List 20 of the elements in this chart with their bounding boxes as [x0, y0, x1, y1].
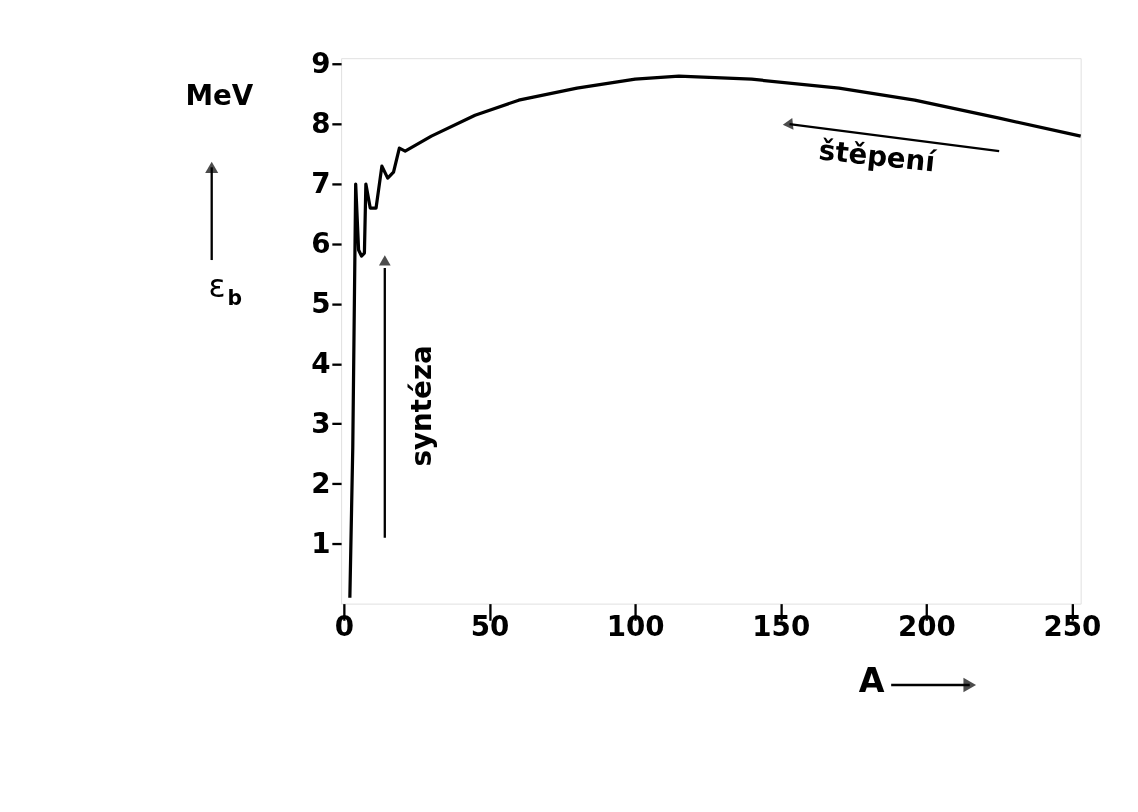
y-tick-label: 3 — [311, 406, 331, 440]
x-tick-label: 100 — [606, 609, 665, 643]
y-tick-label: 5 — [311, 286, 331, 320]
y-tick-label: 1 — [311, 526, 331, 560]
y-tick-label: 7 — [311, 166, 331, 200]
x-tick-label: 50 — [470, 609, 510, 643]
annotation: štěpení — [817, 133, 939, 179]
x-tick-label: 250 — [1043, 609, 1102, 643]
x-tick-label: 200 — [897, 609, 956, 643]
y-tick-label: 6 — [311, 226, 331, 260]
x-tick-label: 0 — [334, 609, 355, 643]
x-axis-title: A — [858, 661, 885, 701]
x-tick-label: 150 — [752, 609, 811, 643]
line-series — [348, 74, 1083, 600]
y-tick-label: 2 — [311, 466, 331, 500]
text: MeV — [185, 78, 254, 112]
annotation: syntéza — [404, 345, 438, 467]
y-tick-label: 4 — [311, 346, 331, 380]
y-tick-label: 9 — [311, 47, 331, 81]
y-tick-label: 8 — [311, 106, 331, 140]
